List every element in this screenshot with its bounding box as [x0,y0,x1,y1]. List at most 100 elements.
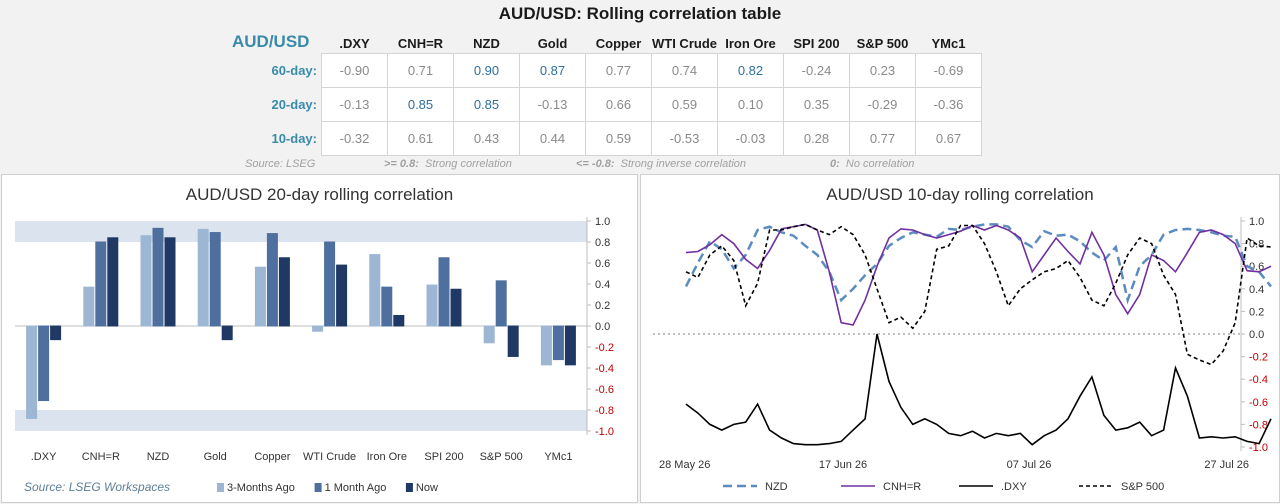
column-header: SPI 200 [793,35,840,51]
y-tick-label: 0.8 [595,237,610,249]
table-source: Source: LSEG [245,158,316,170]
x-tick-label: Iron Ore [367,451,407,463]
table-cell: 0.59 [651,87,718,122]
column-header: S&P 500 [856,35,909,51]
legend-swatch [405,483,413,492]
x-tick-label: 17 Jun 26 [819,459,867,471]
bar [278,257,290,327]
y-tick-label: -0.2 [1249,352,1268,364]
table-cell: -0.53 [651,121,718,156]
bar-chart-panel: AUD/USD 20-day rolling correlation 1.0 0.… [1,174,638,503]
table-row: 20-day: -0.13 0.85 0.85 -0.13 0.66 0.59 0.10 0.3… [250,87,982,122]
x-tick-label: NZD [147,451,170,463]
series-line [685,223,1272,366]
table-cell: 0.43 [453,121,520,156]
bar [209,232,221,327]
bar [426,284,438,327]
table-cell: 0.87 [519,53,586,88]
legend-swatch [217,483,224,492]
y-tick-label: 0.2 [1249,306,1264,318]
table-header-row: .DXY CNH=R NZD Gold Copper WTI Crude Iron Ore S… [250,33,982,54]
bar [107,237,119,327]
table-cell: -0.90 [321,53,388,88]
table-cell: 0.85 [387,87,454,122]
column-header: WTI Crude [652,35,717,51]
bar [254,266,266,327]
bar [438,257,450,327]
y-tick-label: -0.8 [1249,419,1268,431]
legend-inverse: <= -0.8: Strong inverse correlation [576,158,746,170]
legend-label: S&P 500 [1121,481,1164,493]
column-header: .DXY [339,35,370,51]
bar [221,325,233,341]
series-line [684,223,1272,305]
header-spacer [250,33,322,54]
shaded-band [15,221,587,242]
x-tick-label: Gold [204,451,227,463]
bar [164,237,176,327]
bar-chart-title: AUD/USD 20-day rolling correlation [185,185,454,204]
x-tick-label: S&P 500 [480,451,523,463]
y-tick-label: 0.6 [595,258,610,270]
y-tick-label: 0.0 [595,321,610,333]
bar [495,280,507,327]
bar [381,286,393,327]
bar [336,264,348,327]
chart-source: Source: LSEG Workspaces [24,480,170,494]
table-title: AUD/USD: Rolling correlation table [498,4,782,23]
bar [140,235,152,327]
table-cell: 0.82 [717,53,784,88]
bar [540,325,552,366]
x-tick-label: CNH=R [82,451,120,463]
y-tick-label: -1.0 [595,426,614,438]
table-cell: -0.29 [849,87,916,122]
row-label: 10-day: [271,131,317,146]
column-header: CNH=R [397,35,444,51]
column-header: NZD [473,35,500,51]
legend-inverse-key: <= -0.8: [576,158,615,170]
table-cell: -0.03 [717,121,784,156]
bar [564,325,576,366]
table-cell: 0.35 [783,87,850,122]
x-tick-label: WTI Crude [303,451,356,463]
table-cell: 0.59 [585,121,652,156]
bar [95,241,107,327]
y-tick-label: -0.4 [1249,374,1268,386]
table-row: 10-day: -0.32 0.61 0.43 0.44 0.59 -0.53 -0.03 0.… [250,121,982,156]
table-cell: -0.69 [915,53,982,88]
x-tick-label: 28 May 26 [659,459,710,471]
correlation-table: .DXY CNH=R NZD Gold Copper WTI Crude Iron Ore S… [250,33,982,156]
x-tick-label: YMc1 [544,451,572,463]
legend-none: 0: No correlation [830,158,914,170]
line-chart-panel: AUD/USD 10-day rolling correlation 1.0 0.… [640,174,1280,503]
legend-strong-text: Strong correlation [424,158,512,170]
legend-label: .DXY [1001,481,1027,493]
x-tick-label: SPI 200 [424,451,463,463]
legend-swatch [314,483,322,492]
table-cell: 0.74 [651,53,718,88]
table-row: 60-day: -0.90 0.71 0.90 0.87 0.77 0.74 0.82 -0.2… [250,53,982,88]
y-tick-label: 1.0 [1249,216,1264,228]
row-label: 20-day: [271,97,317,112]
legend-strong-key: >= 0.8: [384,158,419,170]
x-tick-label: .DXY [31,451,57,463]
shaded-band [15,410,587,431]
y-tick-label: -0.8 [595,405,614,417]
row-label: 60-day: [271,63,317,78]
series-line [685,333,1272,446]
table-cell: 0.66 [585,87,652,122]
bar [50,325,62,341]
bar [266,233,278,327]
column-header: Gold [537,35,568,51]
table-cell: -0.13 [519,87,586,122]
legend-label: 3-Months Ago [227,482,295,494]
table-cell: 0.23 [849,53,916,88]
y-tick-label: -0.6 [595,384,614,396]
table-cell: -0.36 [915,87,982,122]
x-tick-label: Copper [254,451,290,463]
legend-none-key: 0: [830,158,840,170]
y-tick-label: 1.0 [595,216,610,228]
legend-label: Now [416,482,438,494]
bar [38,325,50,402]
y-tick-label: -0.2 [595,342,614,354]
